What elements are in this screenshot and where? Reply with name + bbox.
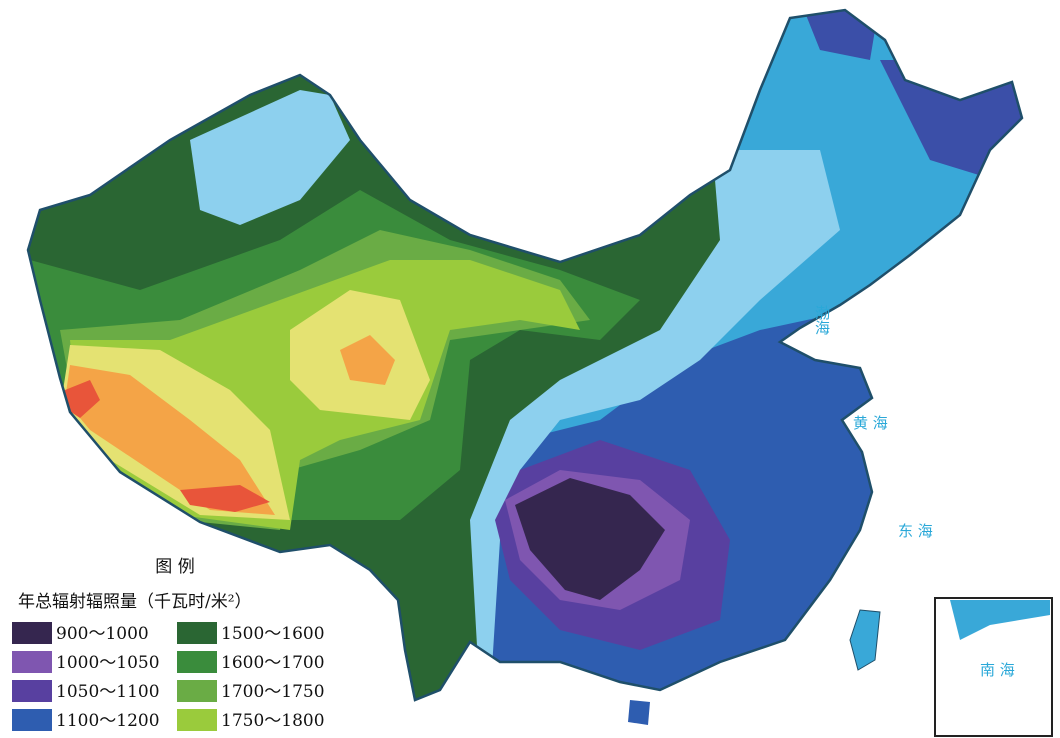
legend-label: 900～1000	[56, 624, 149, 644]
legend-swatch	[177, 622, 217, 644]
legend-swatch	[177, 651, 217, 673]
legend-swatch	[177, 680, 217, 702]
legend-label: 1100～1200	[56, 711, 160, 731]
hainan	[628, 700, 650, 725]
legend-label: 1600～1700	[221, 653, 325, 673]
legend-subtitle: 年总辐射辐照量（千瓦时/米²）	[18, 592, 252, 612]
legend-swatch	[12, 651, 52, 673]
sea-label: 东 海	[898, 522, 933, 540]
legend: 图 例 年总辐射辐照量（千瓦时/米²） 900～1000 1000～1050 105…	[12, 557, 325, 731]
legend-swatch	[12, 622, 52, 644]
legend-swatch	[177, 709, 217, 731]
legend-title: 图 例	[155, 557, 194, 577]
legend-swatch	[12, 709, 52, 731]
legend-label: 1050～1100	[56, 682, 160, 702]
legend-label: 1750～1800	[221, 711, 325, 731]
sea-label: 渤海	[813, 305, 831, 335]
legend-label: 1700～1750	[221, 682, 325, 702]
sea-label: 黄 海	[853, 414, 888, 432]
legend-swatch	[12, 680, 52, 702]
sea-labels: 渤海黄 海东 海南 海	[813, 305, 1015, 679]
taiwan	[849, 609, 881, 671]
sea-label: 南 海	[980, 661, 1015, 679]
legend-label: 1500～1600	[221, 624, 325, 644]
inset-land	[950, 600, 1050, 640]
legend-label: 1000～1050	[56, 653, 160, 673]
